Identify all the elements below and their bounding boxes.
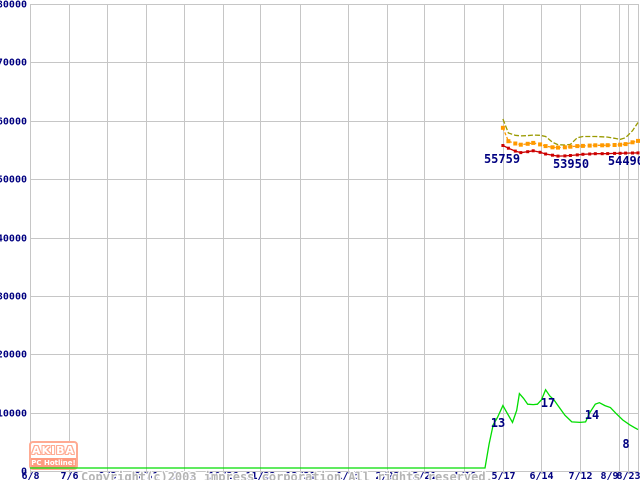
x-axis-label-7-6: 7/6 — [60, 471, 78, 480]
marker-lowest-price — [636, 151, 640, 155]
annotation-17: 17 — [541, 396, 555, 410]
marker-lowest-price — [506, 146, 510, 150]
marker-average-price — [518, 142, 523, 147]
x-axis-label-8-23: 8/23 — [616, 471, 640, 480]
x-axis-label-9-28: 9/28 — [172, 471, 196, 480]
x-axis-label-8-31: 8/31 — [134, 471, 158, 480]
x-axis-label-10-26: 10/26 — [208, 471, 238, 480]
annotation-14: 14 — [585, 408, 599, 422]
y-axis-label-80000: 80000 — [0, 0, 27, 11]
annotation-8: 8 — [622, 437, 629, 451]
x-axis-label-11-22: 11/22 — [245, 471, 275, 480]
marker-lowest-price — [618, 151, 622, 155]
y-axis-label-0: 0 — [21, 467, 27, 478]
marker-average-price — [556, 145, 560, 150]
x-axis-label-4-19: 4/19 — [452, 471, 476, 480]
marker-average-price — [543, 144, 548, 149]
x-axis-label-6-8: 6/8 — [21, 471, 39, 480]
logo-pc-hotline-text: PC Hotline! — [31, 458, 76, 468]
marker-average-price — [575, 144, 580, 149]
series-highest-price — [502, 118, 639, 146]
marker-lowest-price — [593, 152, 597, 156]
marker-average-price — [500, 125, 505, 130]
marker-lowest-price — [631, 151, 634, 155]
akiba-pc-hotline-logo: AKIBA PC Hotline! — [29, 441, 78, 470]
y-axis-label-20000: 20000 — [0, 350, 27, 361]
annotation-54490: 54490 — [608, 154, 640, 168]
marker-average-price — [550, 145, 555, 150]
x-axis-label-7-12: 7/12 — [568, 471, 592, 480]
marker-lowest-price — [501, 144, 505, 147]
marker-lowest-price — [606, 152, 610, 156]
marker-average-price — [525, 141, 530, 146]
logo-akiba-text: AKIBA — [31, 444, 76, 457]
marker-average-price — [605, 143, 610, 148]
annotation-55759: 55759 — [484, 152, 520, 166]
marker-average-price — [568, 144, 573, 149]
plot-border — [30, 4, 639, 472]
x-axis-label-8-9: 8/9 — [600, 471, 618, 480]
marker-lowest-price — [513, 149, 517, 153]
marker-lowest-price — [531, 149, 535, 153]
x-axis-label-2-22: 2/22 — [375, 471, 399, 480]
marker-average-price — [618, 142, 623, 147]
marker-lowest-price — [568, 154, 572, 157]
marker-lowest-price — [588, 152, 592, 156]
y-axis-label-70000: 70000 — [0, 58, 27, 69]
marker-lowest-price — [519, 151, 523, 155]
x-axis-label-6-14: 6/14 — [529, 471, 553, 480]
x-axis-label-8-3: 8/3 — [98, 471, 116, 480]
x-axis-label-5-17: 5/17 — [491, 471, 515, 480]
copyright-watermark: Copyright(c)2003 impress corporation All… — [81, 442, 493, 480]
marker-average-price — [587, 143, 592, 148]
marker-average-price — [600, 143, 605, 148]
x-axis-label-1-25: 1/25 — [336, 471, 360, 480]
x-axis-label-12-21: 12/21 — [285, 471, 315, 480]
copyright-line: Copyright(c)2003 impress corporation All… — [81, 470, 493, 480]
x-axis-label-3-21: 3/21 — [412, 471, 436, 480]
marker-average-price — [612, 143, 617, 147]
marker-lowest-price — [526, 150, 530, 154]
marker-average-price — [506, 139, 511, 144]
y-axis-label-40000: 40000 — [0, 234, 27, 245]
y-axis-label-10000: 10000 — [0, 409, 27, 420]
marker-lowest-price — [544, 152, 548, 156]
series-shop-count — [30, 388, 639, 469]
marker-average-price — [531, 140, 536, 145]
marker-average-price — [630, 140, 635, 145]
marker-lowest-price — [624, 151, 628, 155]
marker-average-price — [636, 138, 640, 143]
marker-average-price — [538, 142, 543, 147]
marker-lowest-price — [581, 152, 585, 156]
marker-average-price — [623, 142, 628, 147]
marker-lowest-price — [575, 153, 579, 157]
marker-lowest-price — [600, 152, 604, 156]
y-axis-label-50000: 50000 — [0, 175, 27, 186]
marker-lowest-price — [556, 154, 560, 158]
marker-lowest-price — [613, 151, 617, 155]
marker-average-price — [513, 141, 518, 146]
marker-lowest-price — [538, 150, 542, 154]
annotation-53950: 53950 — [553, 157, 589, 171]
marker-average-price — [593, 143, 598, 148]
y-axis-label-60000: 60000 — [0, 117, 27, 128]
y-axis-label-30000: 30000 — [0, 292, 27, 303]
marker-average-price — [580, 143, 585, 148]
marker-lowest-price — [551, 153, 554, 157]
annotation-13: 13 — [491, 416, 505, 430]
marker-average-price — [562, 145, 567, 150]
marker-lowest-price — [563, 154, 567, 158]
